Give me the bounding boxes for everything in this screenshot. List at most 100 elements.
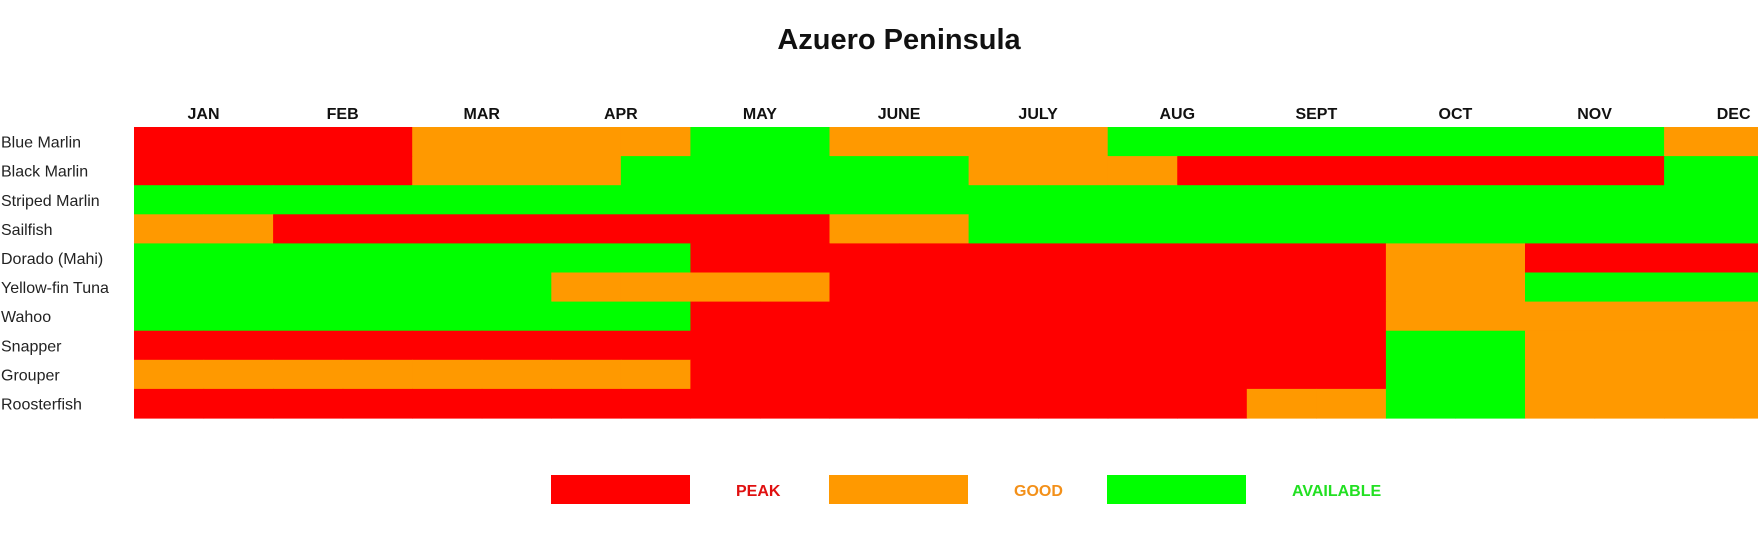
heatmap-cell bbox=[1177, 214, 1248, 244]
month-label: OCT bbox=[1439, 106, 1473, 123]
heatmap-cell bbox=[1525, 127, 1596, 157]
heatmap-cell bbox=[412, 185, 483, 215]
heatmap-cell bbox=[899, 301, 970, 332]
heatmap-cell bbox=[1246, 243, 1317, 274]
heatmap-cell bbox=[1733, 156, 1758, 186]
heatmap-cell bbox=[1246, 156, 1317, 186]
heatmap-cell bbox=[690, 127, 761, 157]
heatmap-cell bbox=[968, 388, 1039, 419]
heatmap-cell bbox=[968, 243, 1039, 274]
heatmap-cell bbox=[968, 301, 1039, 332]
heatmap-cell bbox=[1038, 185, 1109, 215]
heatmap-cell bbox=[481, 301, 552, 332]
heatmap-cell bbox=[1455, 272, 1526, 303]
heatmap-cell bbox=[1177, 156, 1248, 186]
heatmap-cell bbox=[1316, 127, 1387, 157]
heatmap-cell bbox=[551, 127, 622, 157]
heatmap-cell bbox=[203, 185, 274, 215]
heatmap-cell bbox=[342, 127, 413, 157]
heatmap-cell bbox=[899, 156, 970, 186]
heatmap-cell bbox=[1525, 272, 1596, 303]
month-label: JULY bbox=[1018, 106, 1058, 123]
heatmap-cell bbox=[759, 301, 831, 332]
heatmap-cell bbox=[342, 301, 413, 332]
heatmap-cell bbox=[1177, 301, 1248, 332]
heatmap-cell bbox=[412, 359, 483, 390]
heatmap-cell bbox=[690, 301, 761, 332]
heatmap-cell bbox=[1246, 330, 1317, 361]
heatmap-cell bbox=[1385, 156, 1457, 186]
legend-swatch bbox=[1107, 475, 1246, 504]
heatmap-cell bbox=[1455, 388, 1526, 419]
heatmap-cell bbox=[1733, 127, 1758, 157]
heatmap-cell bbox=[1594, 388, 1665, 419]
heatmap-cell bbox=[1246, 388, 1317, 419]
heatmap-cell bbox=[829, 330, 900, 361]
heatmap-cell bbox=[620, 243, 691, 274]
heatmap-cell bbox=[1246, 127, 1317, 157]
heatmap-cell bbox=[1525, 243, 1596, 274]
heatmap-cell bbox=[1385, 388, 1457, 419]
heatmap-cell bbox=[481, 156, 552, 186]
legend-label: GOOD bbox=[1014, 483, 1063, 500]
heatmap-cell bbox=[551, 185, 622, 215]
heatmap-cell bbox=[1594, 330, 1665, 361]
heatmap-cell bbox=[690, 330, 761, 361]
species-label: Roosterfish bbox=[1, 396, 82, 413]
heatmap-cell bbox=[134, 301, 205, 332]
heatmap-cell bbox=[1107, 127, 1178, 157]
heatmap-cell bbox=[1316, 330, 1387, 361]
heatmap-cell bbox=[1246, 359, 1317, 390]
heatmap-cell bbox=[1038, 156, 1109, 186]
heatmap-cell bbox=[829, 185, 900, 215]
month-label: SEPT bbox=[1295, 106, 1337, 123]
heatmap-cell bbox=[1177, 359, 1248, 390]
heatmap-cell bbox=[1664, 330, 1735, 361]
heatmap-cell bbox=[1455, 330, 1526, 361]
month-label: NOV bbox=[1577, 106, 1612, 123]
heatmap-cell bbox=[1385, 243, 1457, 274]
heatmap-cell bbox=[481, 243, 552, 274]
heatmap-cell bbox=[968, 359, 1039, 390]
heatmap-cell bbox=[134, 330, 205, 361]
heatmap-cell bbox=[1664, 301, 1735, 332]
heatmap-cell bbox=[203, 359, 274, 390]
heatmap-cell bbox=[203, 330, 274, 361]
heatmap-cell bbox=[1594, 243, 1665, 274]
heatmap-cell bbox=[481, 127, 552, 157]
heatmap-cell bbox=[1316, 214, 1387, 244]
heatmap-cell bbox=[134, 243, 205, 274]
heatmap-cell bbox=[1664, 156, 1735, 186]
heatmap-cell bbox=[1038, 359, 1109, 390]
species-axis-labels: Blue Marlin Black Marlin Striped Marlin Sai… bbox=[1, 135, 109, 414]
species-label: Dorado (Mahi) bbox=[1, 251, 103, 268]
heatmap-cell bbox=[1038, 127, 1109, 157]
heatmap-cell bbox=[1107, 330, 1178, 361]
heatmap-cell bbox=[1594, 185, 1665, 215]
heatmap-cell bbox=[1038, 243, 1109, 274]
heatmap-cell bbox=[1038, 330, 1109, 361]
heatmap-cell bbox=[1107, 243, 1178, 274]
heatmap-cell bbox=[412, 243, 483, 274]
species-label: Black Marlin bbox=[1, 164, 88, 181]
heatmap-cell bbox=[1733, 301, 1758, 332]
heatmap-cell bbox=[759, 272, 831, 303]
heatmap-cell bbox=[968, 330, 1039, 361]
heatmap-cell bbox=[1664, 214, 1735, 244]
heatmap-cell bbox=[551, 359, 622, 390]
heatmap-cell bbox=[899, 330, 970, 361]
heatmap-cell bbox=[829, 301, 900, 332]
heatmap-cell bbox=[1316, 272, 1387, 303]
heatmap-cell bbox=[342, 388, 413, 419]
heatmap-cell bbox=[1664, 359, 1735, 390]
heatmap-cell bbox=[412, 330, 483, 361]
heatmap-cell bbox=[620, 214, 691, 244]
heatmap-cell bbox=[1385, 330, 1457, 361]
heatmap-cell bbox=[1455, 243, 1526, 274]
heatmap-cell bbox=[1525, 301, 1596, 332]
heatmap-cell bbox=[134, 156, 205, 186]
heatmap-cell bbox=[1316, 156, 1387, 186]
heatmap-cell bbox=[134, 388, 205, 419]
heatmap-cell bbox=[759, 330, 831, 361]
heatmap-cell bbox=[273, 388, 344, 419]
